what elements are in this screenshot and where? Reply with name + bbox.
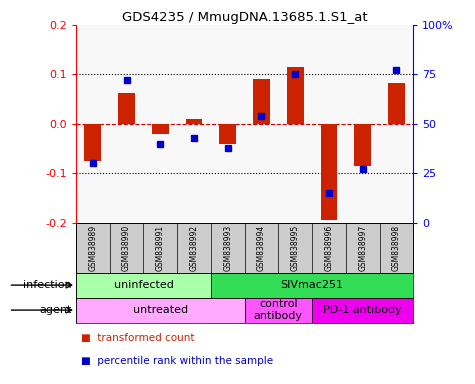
- Text: ■  percentile rank within the sample: ■ percentile rank within the sample: [81, 356, 273, 366]
- Bar: [211, 273, 413, 298]
- Text: GSM838993: GSM838993: [223, 225, 232, 271]
- Text: GSM838994: GSM838994: [257, 225, 266, 271]
- Text: GSM838996: GSM838996: [324, 225, 333, 271]
- Bar: [312, 298, 413, 323]
- Text: PD-1 antibody: PD-1 antibody: [323, 305, 402, 315]
- Bar: [76, 298, 245, 323]
- Text: control
antibody: control antibody: [254, 299, 303, 321]
- Bar: [152, 124, 169, 134]
- Text: GSM838991: GSM838991: [156, 225, 165, 271]
- Text: GSM838998: GSM838998: [392, 225, 401, 271]
- Bar: [85, 124, 101, 161]
- Text: infection: infection: [23, 280, 71, 290]
- Bar: [219, 124, 236, 144]
- Text: GSM838997: GSM838997: [358, 225, 367, 271]
- Text: GSM838992: GSM838992: [190, 225, 199, 271]
- Bar: [321, 124, 337, 220]
- Bar: [245, 298, 312, 323]
- Bar: [253, 79, 270, 124]
- Title: GDS4235 / MmugDNA.13685.1.S1_at: GDS4235 / MmugDNA.13685.1.S1_at: [122, 11, 368, 24]
- Text: agent: agent: [39, 305, 71, 315]
- Text: GSM838989: GSM838989: [88, 225, 97, 271]
- Text: GSM838995: GSM838995: [291, 225, 300, 271]
- Bar: [186, 119, 202, 124]
- Text: untreated: untreated: [133, 305, 188, 315]
- Bar: [76, 273, 211, 298]
- Text: SIVmac251: SIVmac251: [281, 280, 343, 290]
- Text: uninfected: uninfected: [114, 280, 173, 290]
- Bar: [354, 124, 371, 166]
- Text: ■  transformed count: ■ transformed count: [81, 333, 194, 343]
- Bar: [388, 83, 405, 124]
- Bar: [287, 67, 304, 124]
- Bar: [118, 93, 135, 124]
- Text: GSM838990: GSM838990: [122, 225, 131, 271]
